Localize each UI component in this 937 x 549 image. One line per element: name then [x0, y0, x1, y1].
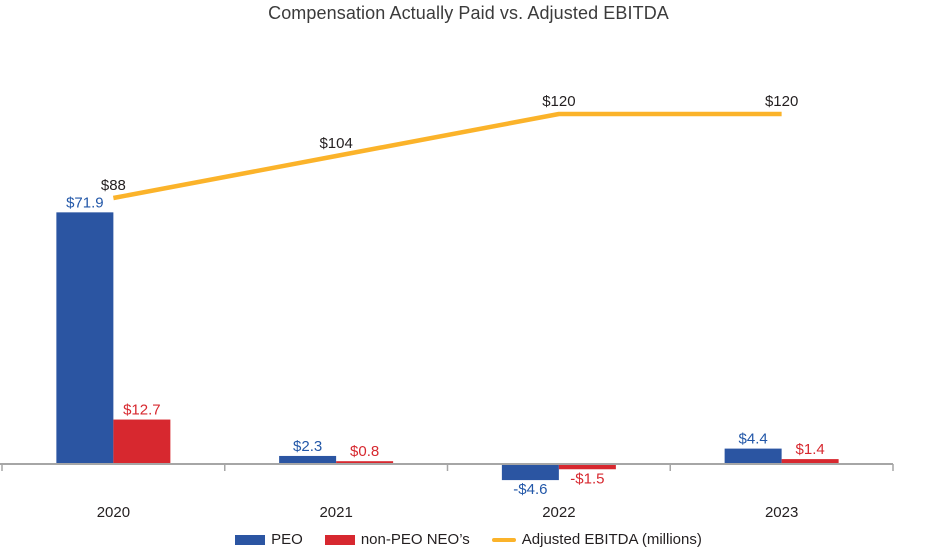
line-value-label: $120 [542, 93, 575, 110]
non-peo-swatch-icon [324, 534, 355, 545]
x-axis-category-label: 2023 [765, 504, 798, 521]
ebitda-line-swatch-icon [491, 537, 516, 542]
x-axis-category-label: 2022 [542, 504, 575, 521]
bar-non-peo-2020 [113, 419, 171, 464]
legend-item-ebitda: Adjusted EBITDA (millions) [491, 531, 702, 548]
bar-peo-2020 [56, 212, 114, 464]
bar-value-label: $1.4 [796, 441, 825, 458]
bar-non-peo-2022 [558, 464, 616, 470]
legend-label-ebitda: Adjusted EBITDA (millions) [521, 531, 702, 548]
bar-peo-2021 [279, 455, 337, 464]
line-value-label: $120 [765, 93, 798, 110]
bar-non-peo-2021 [336, 461, 394, 464]
bar-value-label: $2.3 [293, 438, 322, 455]
bar-value-label: -$4.6 [513, 481, 547, 498]
x-axis-category-label: 2020 [97, 504, 130, 521]
bar-value-label: $4.4 [739, 431, 768, 448]
bar-value-label: $0.8 [350, 443, 379, 460]
legend-label-non-peo: non-PEO NEO’s [360, 531, 470, 548]
bar-peo-2022 [501, 464, 559, 481]
bar-value-label: $71.9 [66, 194, 104, 211]
legend-label-peo: PEO [271, 531, 303, 548]
bar-non-peo-2023 [781, 459, 839, 464]
legend-item-non-peo: non-PEO NEO’s [324, 531, 470, 548]
bar-value-label: $12.7 [123, 402, 161, 419]
chart-legend: PEO non-PEO NEO’s Adjusted EBITDA (milli… [0, 531, 937, 548]
line-value-label: $88 [101, 177, 126, 194]
x-axis-category-label: 2021 [319, 504, 352, 521]
line-value-label: $104 [319, 135, 352, 152]
peo-swatch-icon [235, 534, 266, 545]
chart-title: Compensation Actually Paid vs. Adjusted … [268, 3, 669, 23]
legend-item-peo: PEO [235, 531, 303, 548]
bar-peo-2023 [724, 448, 782, 464]
bar-value-label: -$1.5 [570, 470, 604, 487]
ebitda-line [112, 111, 782, 201]
